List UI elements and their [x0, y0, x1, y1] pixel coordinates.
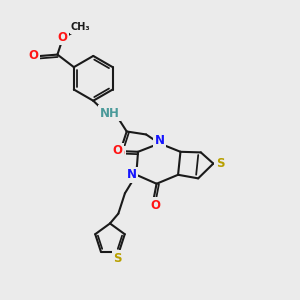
Text: O: O — [112, 144, 122, 157]
Text: CH₃: CH₃ — [71, 22, 91, 32]
Text: S: S — [113, 252, 122, 265]
Text: N: N — [154, 134, 165, 147]
Text: S: S — [216, 157, 224, 170]
Text: O: O — [28, 49, 39, 62]
Text: O: O — [150, 199, 160, 212]
Text: O: O — [58, 31, 68, 44]
Text: NH: NH — [100, 107, 120, 120]
Text: N: N — [127, 168, 137, 181]
Text: O: O — [115, 147, 125, 161]
